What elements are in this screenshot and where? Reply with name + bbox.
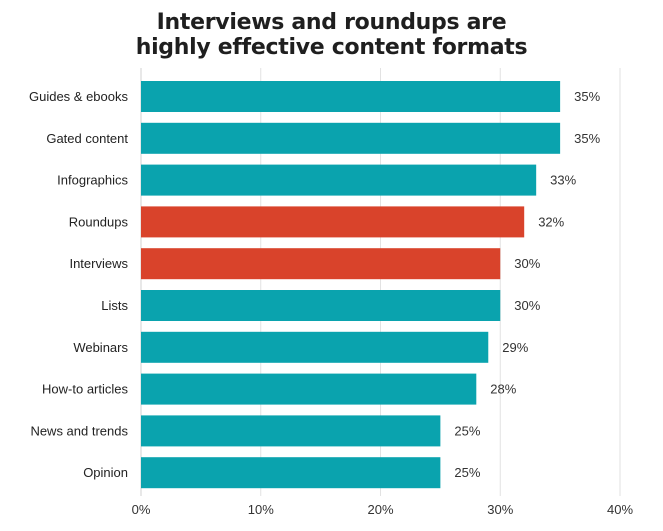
x-tick-label: 30%	[487, 502, 513, 517]
data-label: 33%	[550, 173, 576, 188]
bar	[141, 331, 489, 363]
data-label: 35%	[574, 131, 600, 146]
data-label: 30%	[514, 256, 540, 271]
category-label: How-to articles	[42, 382, 128, 397]
bar	[141, 373, 477, 405]
chart-title-line-1: Interviews and roundups are	[156, 10, 507, 35]
category-label: Opinion	[83, 465, 128, 480]
bar	[141, 248, 501, 280]
data-label: 28%	[490, 382, 516, 397]
bar	[141, 164, 537, 196]
chart-title: Interviews and roundups are highly effec…	[0, 10, 663, 60]
bar	[141, 457, 441, 489]
data-label: 25%	[454, 465, 480, 480]
data-label: 29%	[502, 340, 528, 355]
category-label: Infographics	[57, 173, 128, 188]
x-tick-label: 10%	[248, 502, 274, 517]
x-tick-label: 0%	[132, 502, 151, 517]
category-label: Interviews	[69, 256, 128, 271]
bar	[141, 81, 561, 112]
data-label: 25%	[454, 423, 480, 438]
x-tick-label: 40%	[607, 502, 633, 517]
data-label: 35%	[574, 89, 600, 104]
category-label: Guides & ebooks	[29, 89, 129, 104]
data-label: 32%	[538, 214, 564, 229]
x-tick-label: 20%	[367, 502, 393, 517]
category-label: Webinars	[73, 340, 128, 355]
category-label: Lists	[101, 298, 128, 313]
bar	[141, 415, 441, 447]
bar	[141, 122, 561, 154]
bar	[141, 290, 501, 321]
category-label: News and trends	[30, 423, 128, 438]
category-label: Roundups	[69, 214, 129, 229]
data-label: 30%	[514, 298, 540, 313]
bar	[141, 206, 525, 238]
chart-title-line-2: highly effective content formats	[135, 35, 528, 60]
category-label: Gated content	[46, 131, 128, 146]
